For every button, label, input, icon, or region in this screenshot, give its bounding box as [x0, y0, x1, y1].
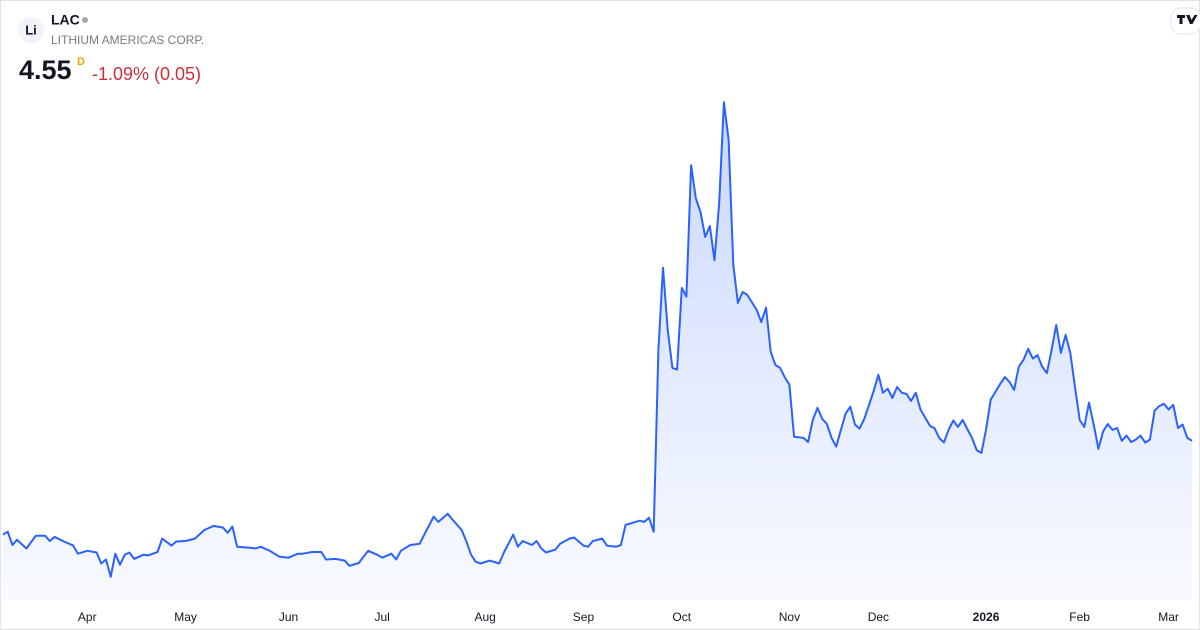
- x-tick-label: Oct: [672, 610, 691, 624]
- x-tick-label: May: [174, 610, 197, 624]
- change: -1.09% (0.05): [92, 64, 201, 84]
- status-dot: [82, 17, 88, 23]
- x-tick-label: 2026: [973, 610, 1000, 624]
- x-tick-label: Nov: [779, 610, 800, 624]
- interval: D: [77, 56, 85, 68]
- x-tick-label: Sep: [573, 610, 595, 624]
- logo: Li: [25, 22, 37, 37]
- x-tick-label: Feb: [1069, 610, 1090, 624]
- company-name: LITHIUM AMERICAS CORP.: [51, 33, 204, 47]
- plot-area: [2, 101, 1193, 600]
- x-tick-label: Mar: [1158, 610, 1179, 624]
- price: 4.55: [19, 55, 72, 85]
- tv-logo: [1170, 7, 1200, 35]
- logo-bg: [18, 17, 44, 43]
- x-tick-label: Dec: [868, 610, 889, 624]
- price-line: [2, 101, 1193, 578]
- area: [3, 102, 1192, 600]
- symbol: LAC: [51, 12, 80, 28]
- x-tick-label: Aug: [474, 610, 495, 624]
- x-tick-label: Jul: [374, 610, 389, 624]
- x-tick-label: Apr: [78, 610, 97, 624]
- x-tick-label: Jun: [279, 610, 298, 624]
